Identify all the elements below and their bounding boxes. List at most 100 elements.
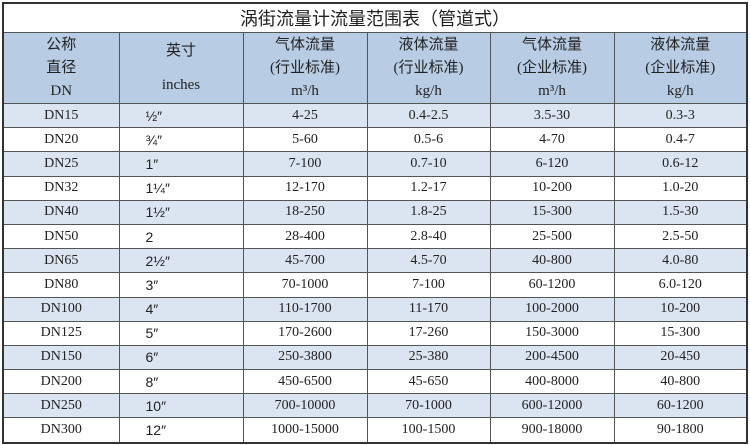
header-line: 液体流量 — [398, 36, 459, 53]
header-line: m³/h — [291, 82, 319, 99]
cell-liquid-flow-industry: 0.4-2.5 — [366, 102, 491, 129]
cell-gas-flow-industry: 45-700 — [242, 248, 368, 274]
cell-gas-flow-industry: 1000-15000 — [242, 417, 368, 444]
cell-inches: 8″ — [118, 369, 244, 395]
header-line: DN — [50, 82, 73, 99]
table-row: DN200 8″ 450-6500 45-650 400-8000 40-800 — [2, 369, 748, 395]
cell-inches: ¾″ — [118, 127, 244, 153]
cell-gas-flow-enterprise: 900-18000 — [489, 417, 615, 444]
table-row: DN32 1¼″ 12-170 1.2-17 10-200 1.0-20 — [2, 175, 748, 201]
cell-inches: 10″ — [118, 393, 244, 419]
header-line: 气体流量 — [521, 36, 582, 53]
cell-gas-flow-industry: 450-6500 — [242, 369, 368, 395]
cell-inches: 5″ — [118, 320, 244, 346]
cell-gas-flow-industry: 70-1000 — [242, 272, 368, 298]
header-line: 英寸 — [165, 43, 196, 59]
cell-gas-flow-industry: 18-250 — [242, 199, 368, 225]
cell-gas-flow-enterprise: 4-70 — [489, 127, 615, 153]
cell-liquid-flow-enterprise: 60-1200 — [613, 393, 748, 419]
cell-gas-flow-enterprise: 15-300 — [489, 199, 615, 225]
cell-nominal-diameter: DN40 — [2, 199, 120, 225]
header-line: 公称 — [46, 36, 77, 53]
cell-liquid-flow-enterprise: 20-450 — [613, 344, 748, 371]
header-line: 气体流量 — [274, 36, 335, 53]
cell-inches: 2½″ — [118, 248, 244, 274]
table-title: 涡街流量计流量范围表（管道式） — [2, 2, 748, 33]
cell-liquid-flow-enterprise: 1.0-20 — [613, 175, 748, 201]
cell-gas-flow-enterprise: 200-4500 — [489, 344, 615, 371]
header-inches: 英寸 inches — [118, 32, 244, 104]
cell-gas-flow-industry: 12-170 — [242, 175, 368, 201]
cell-liquid-flow-industry: 45-650 — [366, 369, 491, 395]
table-row: DN250 10″ 700-10000 70-1000 600-12000 60-1200 — [2, 393, 748, 419]
cell-inches: ½″ — [118, 102, 244, 129]
cell-gas-flow-enterprise: 6-120 — [489, 151, 615, 177]
cell-liquid-flow-enterprise: 6.0-120 — [613, 272, 748, 298]
cell-gas-flow-enterprise: 60-1200 — [489, 272, 615, 298]
cell-liquid-flow-enterprise: 0.3-3 — [613, 102, 748, 129]
cell-nominal-diameter: DN300 — [2, 417, 120, 444]
table-row: DN125 5″ 170-2600 17-260 150-3000 15-300 — [2, 320, 748, 346]
cell-liquid-flow-industry: 1.2-17 — [366, 175, 491, 201]
header-line: kg/h — [666, 82, 694, 99]
cell-gas-flow-industry: 5-60 — [242, 127, 368, 153]
cell-liquid-flow-enterprise: 90-1800 — [613, 417, 748, 444]
cell-gas-flow-industry: 110-1700 — [242, 296, 368, 322]
table-row: DN20 ¾″ 5-60 0.5-6 4-70 0.4-7 — [2, 127, 748, 153]
cell-nominal-diameter: DN250 — [2, 393, 120, 419]
cell-liquid-flow-enterprise: 4.0-80 — [613, 248, 748, 274]
cell-liquid-flow-enterprise: 10-200 — [613, 296, 748, 322]
header-line: m³/h — [538, 82, 566, 99]
cell-inches: 6″ — [118, 344, 244, 371]
table-row: DN40 1½″ 18-250 1.8-25 15-300 1.5-30 — [2, 199, 748, 225]
cell-nominal-diameter: DN200 — [2, 369, 120, 395]
cell-nominal-diameter: DN80 — [2, 272, 120, 298]
cell-inches: 3″ — [118, 272, 244, 298]
cell-liquid-flow-industry: 100-1500 — [366, 417, 491, 444]
header-line: (企业标准) — [645, 59, 716, 76]
cell-liquid-flow-industry: 0.5-6 — [366, 127, 491, 153]
table-row: DN65 2½″ 45-700 4.5-70 40-800 4.0-80 — [2, 248, 748, 274]
table-row: DN15 ½″ 4-25 0.4-2.5 3.5-30 0.3-3 — [2, 102, 748, 129]
cell-nominal-diameter: DN25 — [2, 151, 120, 177]
cell-inches: 2 — [118, 223, 244, 250]
cell-liquid-flow-industry: 7-100 — [366, 272, 491, 298]
cell-gas-flow-industry: 28-400 — [242, 223, 368, 250]
cell-inches: 4″ — [118, 296, 244, 322]
cell-nominal-diameter: DN125 — [2, 320, 120, 346]
table-row: DN300 12″ 1000-15000 100-1500 900-18000 90-18… — [2, 417, 748, 444]
cell-gas-flow-enterprise: 600-12000 — [489, 393, 615, 419]
cell-gas-flow-enterprise: 25-500 — [489, 223, 615, 250]
header-liquid-flow-enterprise: 液体流量 (企业标准) kg/h — [613, 32, 748, 104]
header-gas-flow-industry: 气体流量 (行业标准) m³/h — [242, 32, 368, 104]
header-nominal-diameter: 公称直径 DN — [2, 32, 120, 104]
cell-liquid-flow-enterprise: 0.6-12 — [613, 151, 748, 177]
cell-gas-flow-enterprise: 400-8000 — [489, 369, 615, 395]
header-line: 直径 — [46, 59, 77, 76]
cell-nominal-diameter: DN150 — [2, 344, 120, 371]
header-line: (企业标准) — [517, 59, 587, 76]
cell-nominal-diameter: DN50 — [2, 223, 120, 250]
cell-nominal-diameter: DN100 — [2, 296, 120, 322]
table-row: DN80 3″ 70-1000 7-100 60-1200 6.0-120 — [2, 272, 748, 298]
header-line: 液体流量 — [650, 36, 711, 53]
table-row: DN150 6″ 250-3800 25-380 200-4500 20-450 — [2, 344, 748, 371]
table-row: DN100 4″ 110-1700 11-170 100-2000 10-200 — [2, 296, 748, 322]
cell-liquid-flow-enterprise: 40-800 — [613, 369, 748, 395]
cell-liquid-flow-industry: 2.8-40 — [366, 223, 491, 250]
header-line: (行业标准) — [393, 59, 464, 76]
cell-liquid-flow-industry: 0.7-10 — [366, 151, 491, 177]
cell-inches: 1½″ — [118, 199, 244, 225]
cell-gas-flow-industry: 170-2600 — [242, 320, 368, 346]
header-line: (行业标准) — [270, 59, 340, 76]
cell-nominal-diameter: DN20 — [2, 127, 120, 153]
cell-nominal-diameter: DN65 — [2, 248, 120, 274]
cell-gas-flow-industry: 7-100 — [242, 151, 368, 177]
cell-gas-flow-industry: 250-3800 — [242, 344, 368, 371]
header-gas-flow-enterprise: 气体流量 (企业标准) m³/h — [489, 32, 615, 104]
header-line: inches — [161, 77, 201, 93]
cell-liquid-flow-enterprise: 0.4-7 — [613, 127, 748, 153]
cell-gas-flow-enterprise: 3.5-30 — [489, 102, 615, 129]
cell-liquid-flow-industry: 17-260 — [366, 320, 491, 346]
cell-liquid-flow-industry: 11-170 — [366, 296, 491, 322]
